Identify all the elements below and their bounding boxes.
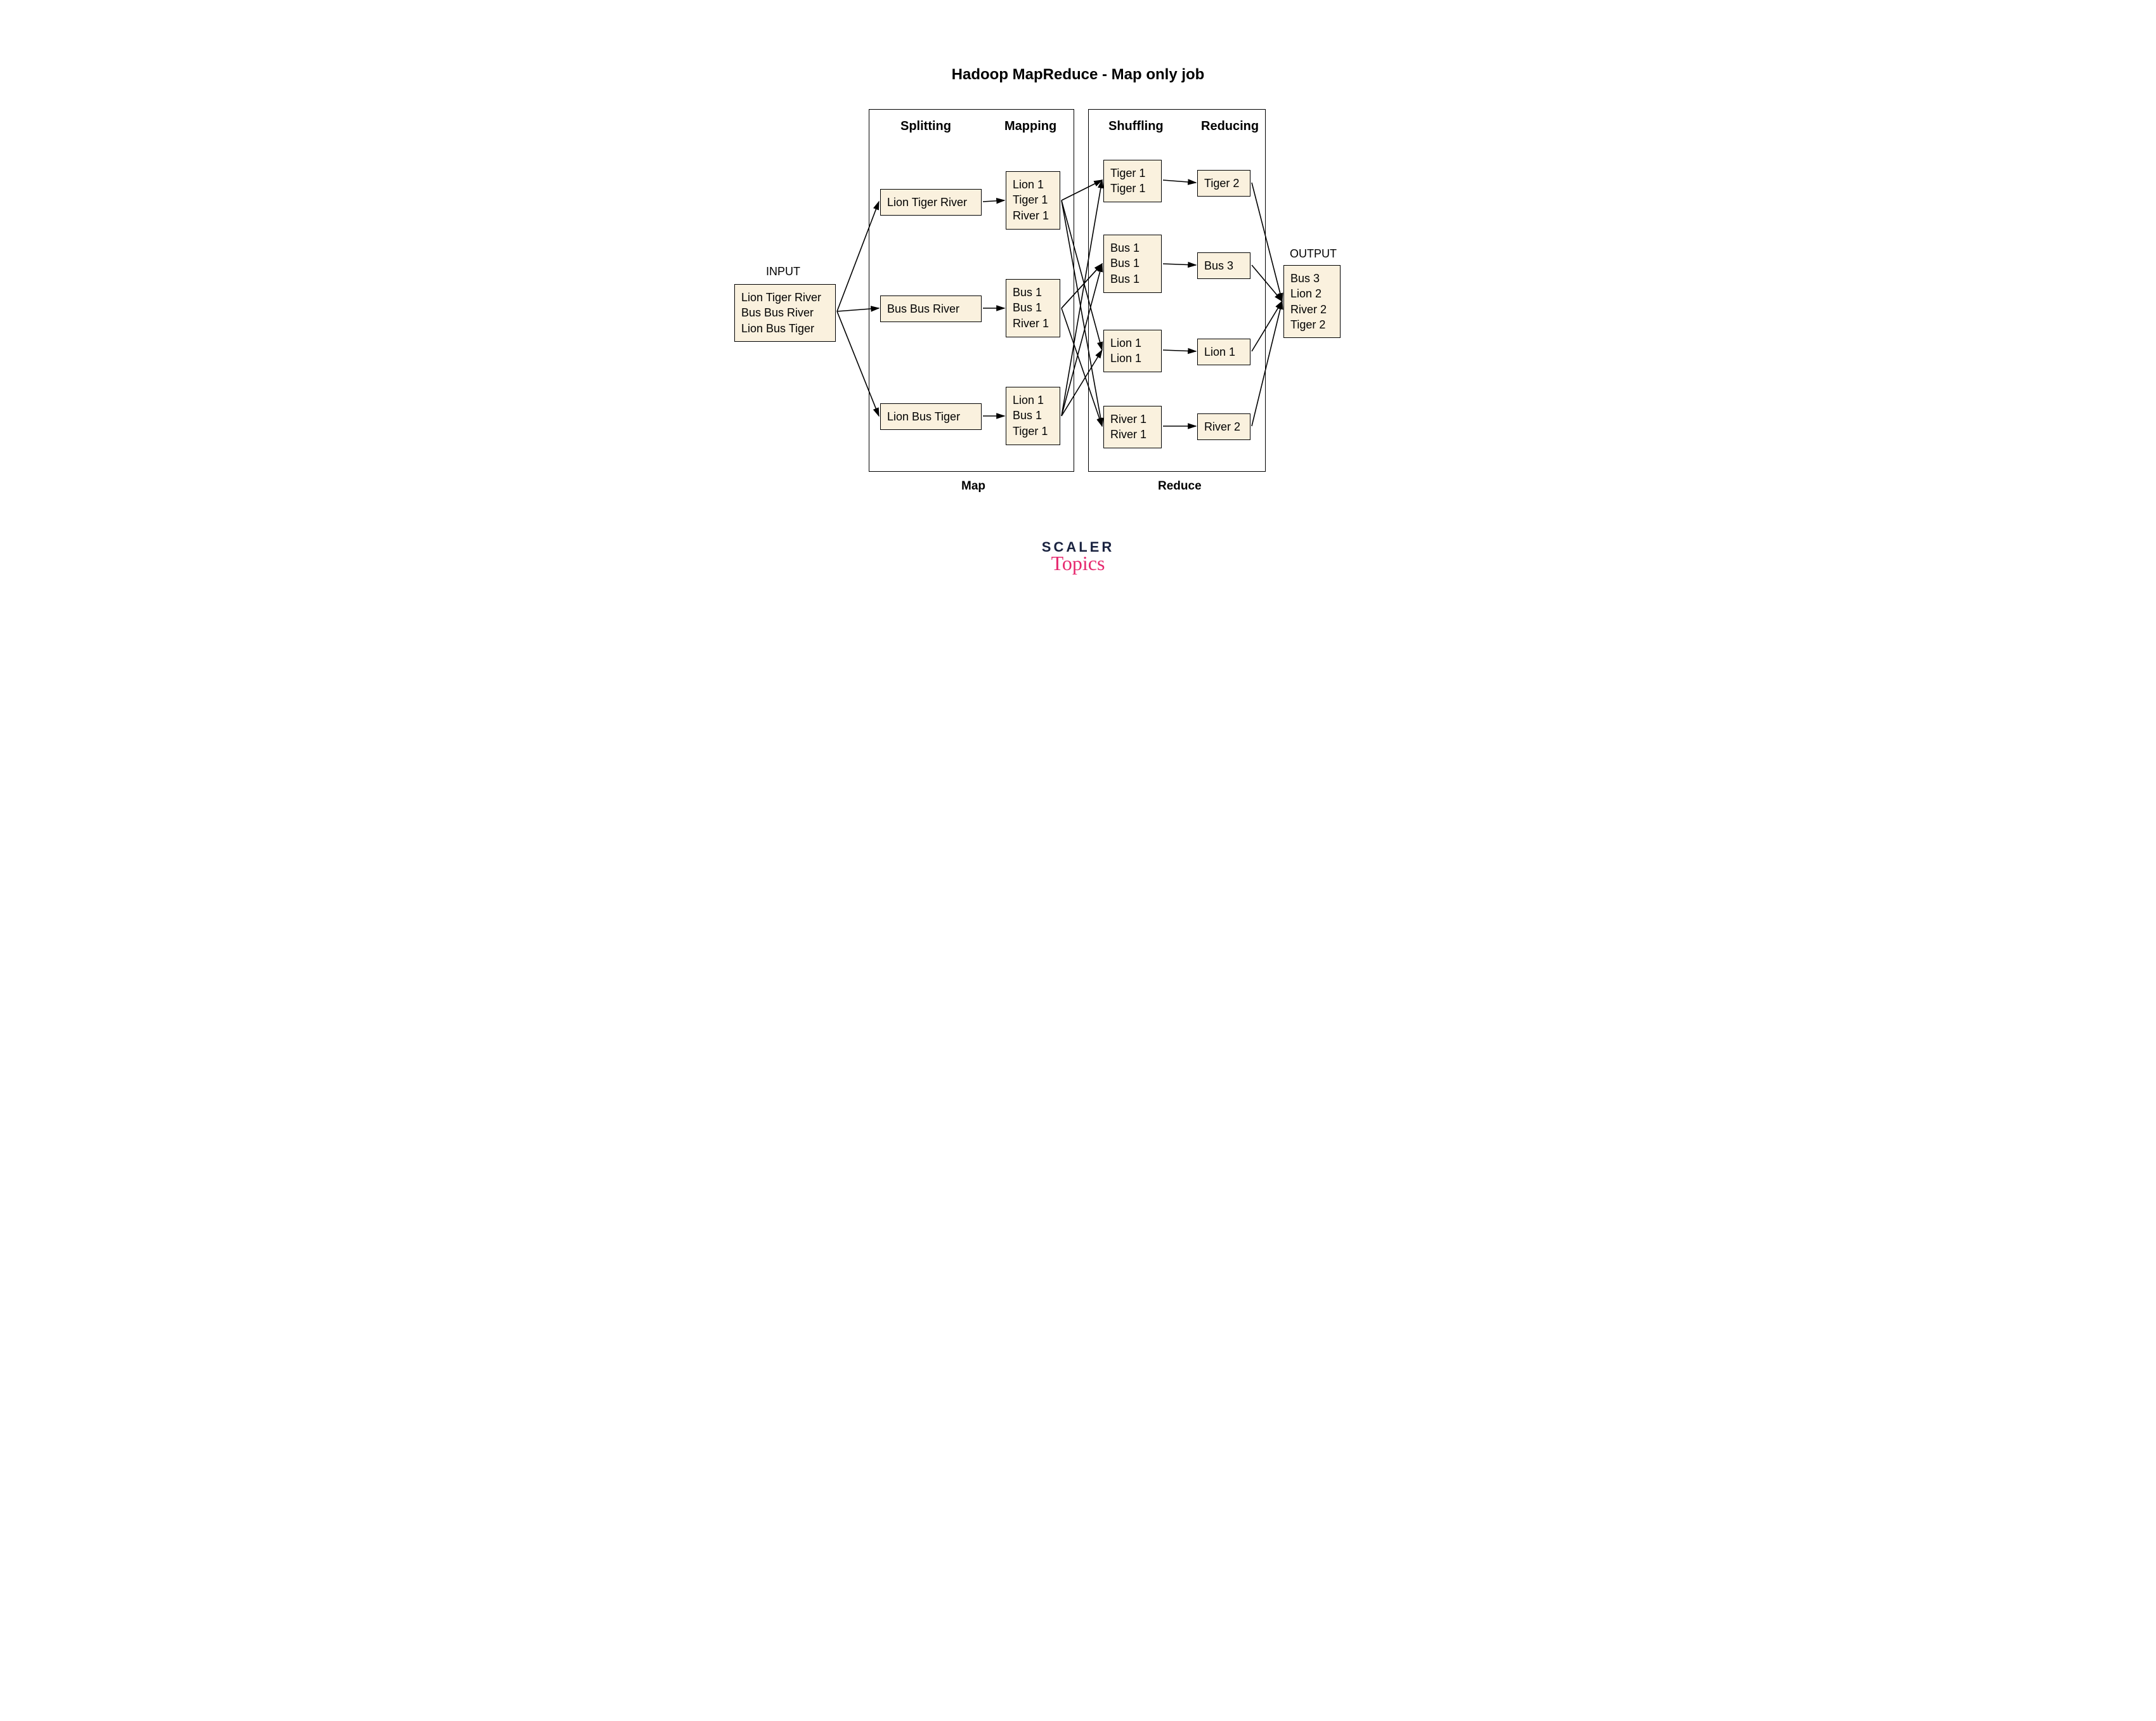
mapping-label: Mapping	[1004, 119, 1056, 134]
node-map2: Bus 1 Bus 1 River 1	[1006, 279, 1060, 337]
node-map1: Lion 1 Tiger 1 River 1	[1006, 171, 1060, 230]
node-shuf2: Bus 1 Bus 1 Bus 1	[1103, 235, 1162, 293]
logo-line-2: Topics	[1015, 552, 1141, 575]
reduce-footer-label: Reduce	[1158, 479, 1202, 493]
node-red4: River 2	[1197, 413, 1250, 440]
node-split1: Lion Tiger River	[880, 189, 982, 216]
output-label: OUTPUT	[1290, 247, 1337, 261]
node-red3: Lion 1	[1197, 339, 1250, 365]
node-shuf1: Tiger 1 Tiger 1	[1103, 160, 1162, 202]
node-shuf3: Lion 1 Lion 1	[1103, 330, 1162, 372]
node-input: Lion Tiger River Bus Bus River Lion Bus …	[734, 284, 836, 342]
input-label: INPUT	[766, 265, 800, 278]
splitting-label: Splitting	[900, 119, 951, 134]
map-footer-label: Map	[961, 479, 985, 493]
diagram-title: Hadoop MapReduce - Map only job	[685, 66, 1471, 84]
node-red2: Bus 3	[1197, 252, 1250, 279]
node-red1: Tiger 2	[1197, 170, 1250, 197]
shuffling-label: Shuffling	[1108, 119, 1164, 134]
node-split2: Bus Bus River	[880, 295, 982, 322]
node-output: Bus 3 Lion 2 River 2 Tiger 2	[1283, 265, 1341, 338]
reducing-label: Reducing	[1201, 119, 1259, 134]
node-split3: Lion Bus Tiger	[880, 403, 982, 430]
node-map3: Lion 1 Bus 1 Tiger 1	[1006, 387, 1060, 445]
node-shuf4: River 1 River 1	[1103, 406, 1162, 448]
scaler-topics-logo: SCALER Topics	[1015, 539, 1141, 575]
